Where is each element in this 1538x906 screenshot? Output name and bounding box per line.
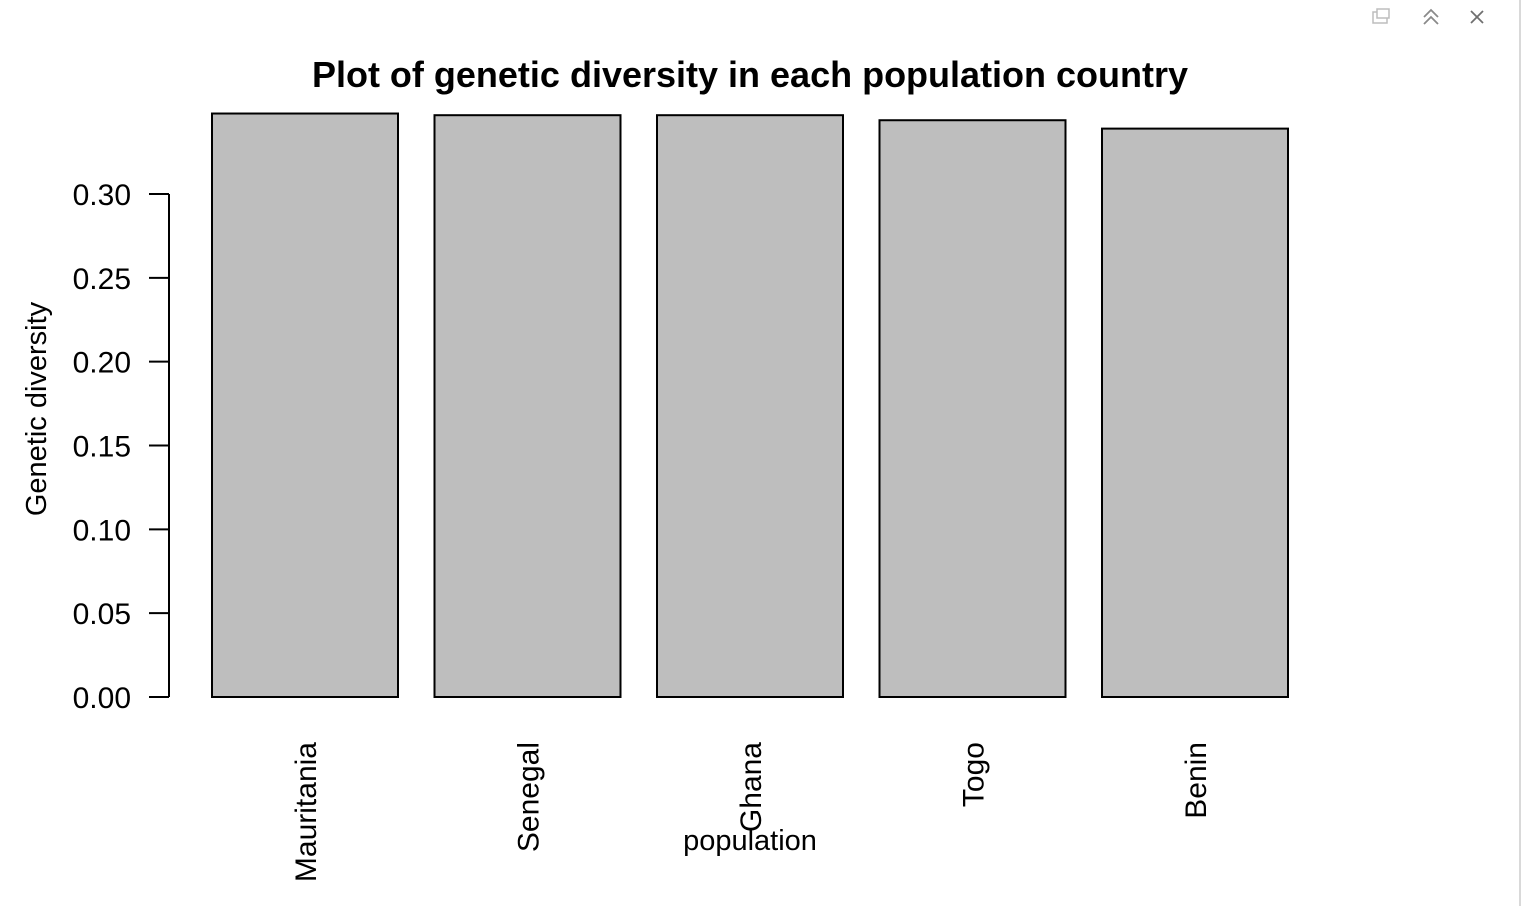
bar-senegal: [433, 114, 622, 699]
x-tick-label-senegal: Senegal: [513, 742, 546, 852]
bar-togo: [878, 119, 1067, 698]
y-tick-label: 0.25: [73, 263, 131, 296]
bar-benin: [1101, 127, 1289, 699]
chart-title: Plot of genetic diversity in each popula…: [312, 54, 1188, 95]
y-axis: 0.00 0.05 0.10 0.15 0.20 0.25 0.30: [73, 179, 170, 715]
x-tick-label-ghana: Ghana: [735, 742, 768, 832]
bar-ghana: [656, 114, 844, 699]
double-chevron-up-icon[interactable]: [1418, 4, 1444, 30]
x-axis-label: population: [683, 825, 817, 857]
y-tick-label: 0.05: [73, 598, 131, 631]
y-axis-label: Genetic diversity: [21, 301, 53, 516]
bar-chart: Plot of genetic diversity in each popula…: [21, 54, 1289, 882]
popout-icon[interactable]: [1368, 4, 1394, 30]
x-tick-label-mauritania: Mauritania: [290, 742, 323, 882]
window-controls: [1360, 4, 1500, 30]
close-icon[interactable]: [1464, 4, 1490, 30]
y-tick-label: 0.00: [73, 682, 131, 715]
x-tick-labels: Mauritania Senegal Ghana Togo Benin: [290, 742, 1213, 882]
y-tick-label: 0.10: [73, 514, 131, 547]
x-tick-label-togo: Togo: [958, 742, 991, 807]
x-tick-label-benin: Benin: [1180, 742, 1213, 819]
y-tick-label: 0.15: [73, 431, 131, 464]
viewer-border: [1519, 0, 1521, 906]
bar-mauritania: [211, 112, 399, 698]
y-tick-label: 0.30: [73, 179, 131, 212]
y-tick-label: 0.20: [73, 347, 131, 380]
bars: [211, 112, 1289, 699]
